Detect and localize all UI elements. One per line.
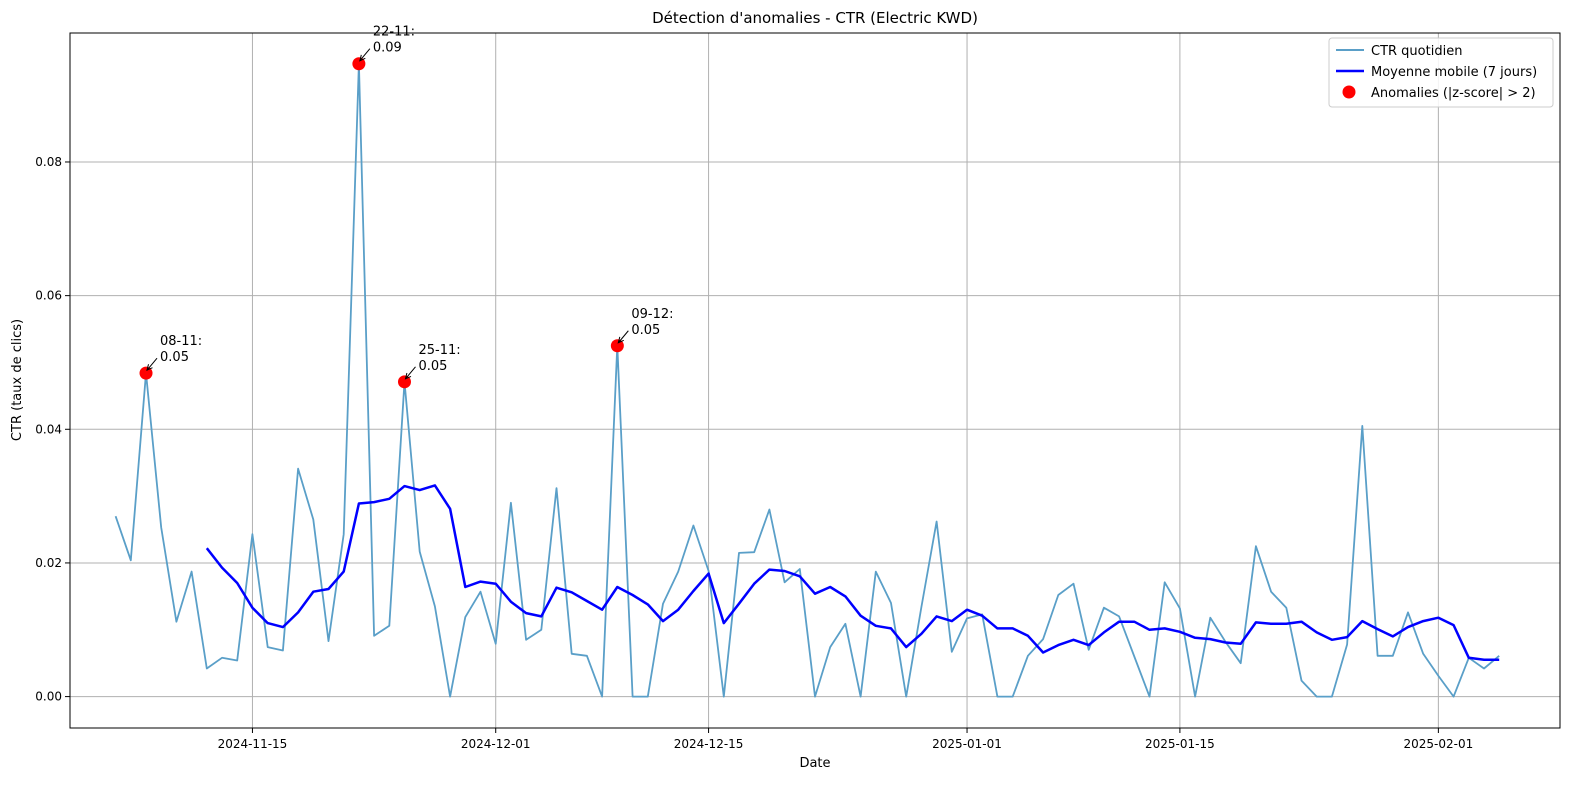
series-line-moyenne-mobile (205, 484, 1500, 662)
x-tick-label: 2024-12-01 (461, 737, 531, 751)
annotation-date: 09-12: (631, 307, 673, 322)
annotation-date: 08-11: (160, 334, 202, 349)
y-axis-ticks: 0.00 0.02 0.04 0.06 0.08 (35, 155, 70, 704)
y-tick-label: 0.02 (35, 556, 62, 570)
series-layer (114, 57, 1500, 698)
y-tick-label: 0.04 (35, 422, 62, 436)
annotation-value: 0.09 (373, 41, 402, 56)
x-tick-label: 2025-01-01 (932, 737, 1002, 751)
legend-label-rolling: Moyenne mobile (7 jours) (1371, 65, 1537, 80)
annotation-arrow (146, 357, 158, 371)
legend-label-daily: CTR quotidien (1371, 44, 1462, 59)
y-tick-label: 0.00 (35, 690, 62, 704)
y-tick-label: 0.06 (35, 289, 62, 303)
legend-swatch-anomalies (1342, 85, 1356, 99)
anomaly-point (352, 57, 366, 71)
anomaly-point (610, 339, 624, 353)
x-tick-label: 2025-01-15 (1145, 737, 1215, 751)
grid-lines (70, 33, 1560, 728)
annotation-value: 0.05 (160, 350, 189, 365)
y-tick-label: 0.08 (35, 155, 62, 169)
annotation-value: 0.05 (631, 323, 660, 338)
annotation-date: 22-11: (373, 25, 415, 40)
annotation-arrowhead (359, 54, 366, 62)
annotation-date: 25-11: (418, 343, 460, 358)
x-axis-label: Date (799, 756, 830, 771)
x-tick-label: 2025-02-01 (1403, 737, 1473, 751)
anomaly-point (397, 375, 411, 389)
annotation-arrow (359, 48, 371, 62)
legend-label-anomalies: Anomalies (|z-score| > 2) (1371, 86, 1536, 101)
legend-box (1328, 37, 1554, 108)
chart-title: Détection d'anomalies - CTR (Electric KW… (652, 9, 978, 27)
x-axis-ticks: 2024-11-15 2024-12-01 2024-12-15 2025-01-01… (218, 728, 1473, 751)
legend: CTR quotidien Moyenne mobile (7 jours) A… (1328, 37, 1554, 108)
x-tick-label: 2024-11-15 (218, 737, 288, 751)
annotation-arrowhead (617, 336, 624, 344)
annotation-value: 0.05 (418, 359, 447, 374)
y-axis-label: CTR (taux de clics) (10, 319, 25, 441)
annotation-arrowhead (146, 364, 153, 371)
x-tick-label: 2024-12-15 (674, 737, 744, 751)
plot-frame (69, 32, 1561, 729)
annotation-arrow (405, 366, 416, 380)
annotation-arrowhead (404, 372, 412, 380)
annotation-arrow (617, 330, 629, 344)
series-line-ctr-quotidien (114, 62, 1500, 698)
anomaly-point (139, 366, 153, 380)
